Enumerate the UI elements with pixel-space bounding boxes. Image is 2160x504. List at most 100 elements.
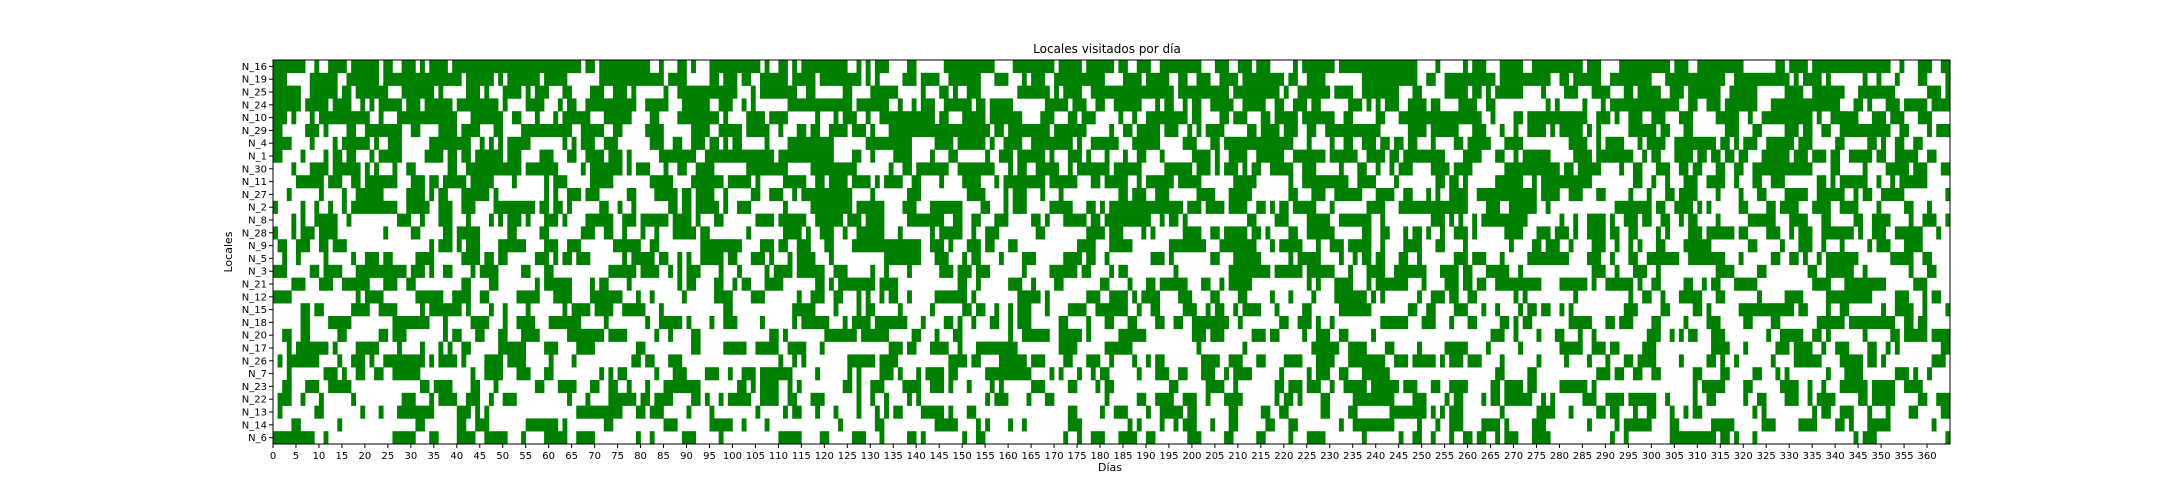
y-tick-label: N_7 [248, 369, 267, 380]
x-tick-label: 270 [1504, 451, 1523, 462]
visit-cell [488, 213, 494, 227]
x-tick-label: 105 [746, 451, 765, 462]
visit-cell [897, 303, 903, 317]
visit-cell [1706, 354, 1716, 368]
visit-cell [438, 213, 453, 227]
visit-cell [406, 162, 416, 176]
visit-cell [443, 316, 448, 330]
visit-cell [1155, 316, 1165, 330]
visit-cell [323, 252, 329, 266]
visit-cell [681, 290, 687, 304]
visit-cell [884, 252, 922, 266]
visit-cell [599, 200, 609, 214]
visit-cell [934, 290, 968, 304]
visit-cell [429, 239, 435, 253]
visit-cell [1499, 60, 1524, 74]
visit-cell [1711, 328, 1726, 342]
visit-cell [985, 392, 991, 406]
visit-cell [1109, 200, 1184, 214]
visit-cell [1894, 72, 1900, 86]
visit-cell [1361, 252, 1372, 266]
visit-cell [447, 341, 453, 355]
visit-cell [957, 162, 995, 176]
visit-cell [1541, 175, 1592, 189]
visit-cell [1394, 175, 1399, 189]
visit-cell [782, 405, 788, 419]
visit-cell [870, 124, 876, 138]
visit-cell [1862, 162, 1868, 176]
x-tick-label: 155 [976, 451, 995, 462]
x-tick-label: 20 [359, 451, 372, 462]
visit-cell [746, 124, 770, 138]
visit-cell [1825, 367, 1831, 381]
visit-cell [1352, 392, 1395, 406]
visit-cell [819, 431, 830, 445]
visit-cell [369, 98, 375, 112]
visit-cell [608, 380, 618, 394]
visit-cell [1628, 124, 1657, 138]
visit-cell [815, 405, 821, 419]
visit-cell [438, 239, 453, 253]
visit-cell [1605, 316, 1615, 330]
visit-cell [603, 418, 614, 432]
visit-cell [930, 341, 949, 355]
visit-cell [1021, 252, 1036, 266]
visit-cell [930, 226, 935, 240]
visit-cell [465, 392, 481, 406]
visit-cell [1651, 149, 1661, 163]
visit-cell [755, 175, 761, 189]
visit-cell [465, 85, 481, 99]
visit-cell [1734, 72, 1790, 86]
visit-cell [291, 213, 297, 227]
visit-cell [282, 328, 292, 342]
visit-cell [1403, 188, 1413, 202]
visit-cell [369, 354, 375, 368]
visit-cell [498, 328, 508, 342]
visit-cell [1876, 200, 1882, 214]
visit-cell [612, 124, 623, 138]
visit-cell [1256, 200, 1266, 214]
x-tick-label: 80 [634, 451, 647, 462]
visit-cell [686, 264, 701, 278]
visit-cell [1072, 98, 1087, 112]
visit-cell [856, 60, 862, 74]
visit-cell [769, 111, 788, 125]
visit-cell [323, 124, 329, 138]
visit-cell [1610, 341, 1620, 355]
visit-cell [1136, 60, 1151, 74]
visit-cell [668, 72, 687, 86]
visit-cell [1784, 392, 1799, 406]
x-tick-label: 230 [1320, 451, 1339, 462]
visit-cell [493, 188, 499, 202]
visit-cell [1306, 213, 1331, 227]
visit-cell [1008, 124, 1050, 138]
visit-cell [1894, 136, 1905, 150]
visit-cell [479, 290, 490, 304]
visit-cell [1214, 60, 1229, 74]
visit-cell [273, 264, 288, 278]
visit-cell [461, 188, 490, 202]
visit-cell [351, 303, 370, 317]
visit-cell [567, 239, 582, 253]
visit-cell [750, 252, 765, 266]
visit-cell [1761, 149, 1790, 163]
visit-cell [369, 149, 375, 163]
visit-cell [911, 175, 922, 189]
visit-cell [1825, 328, 1831, 342]
visit-cell [557, 98, 563, 112]
visit-cell [1743, 316, 1753, 330]
visit-cell [1233, 111, 1248, 125]
visit-cell [718, 431, 724, 445]
visit-cell [318, 188, 324, 202]
visit-cell [1752, 175, 1762, 189]
visit-cell [461, 124, 481, 138]
visit-cell [626, 380, 632, 394]
visit-cell [328, 175, 343, 189]
visit-cell [1017, 316, 1032, 330]
visit-cell [1017, 303, 1032, 317]
visit-cell [1440, 405, 1445, 419]
visit-cell [1132, 354, 1138, 368]
visit-cell [1118, 111, 1124, 125]
visit-cell [1568, 136, 1588, 150]
visit-cell [691, 341, 701, 355]
